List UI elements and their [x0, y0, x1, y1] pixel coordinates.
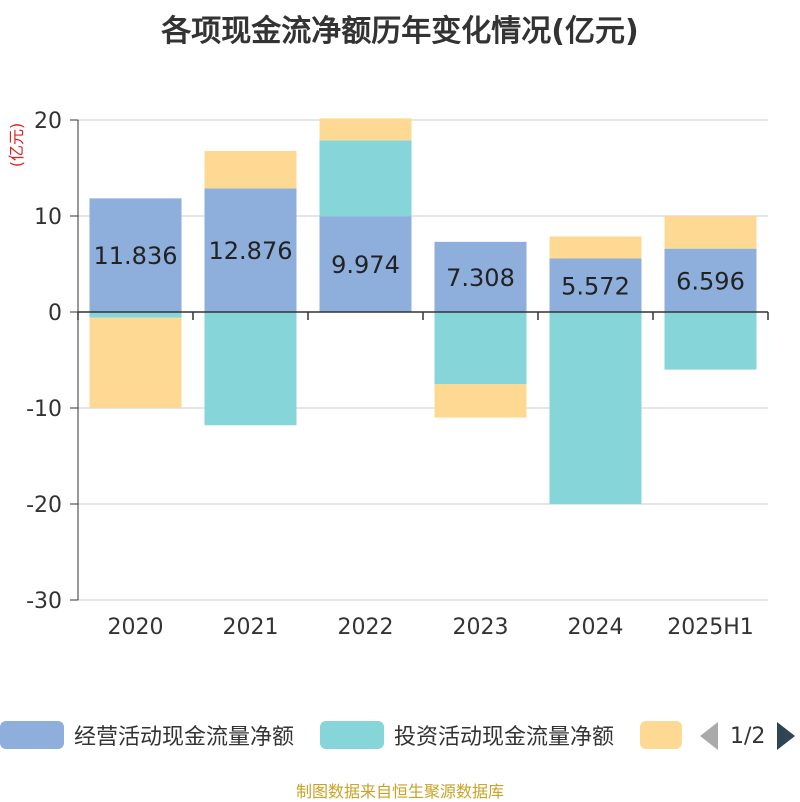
bar-operating-2025H1	[664, 248, 757, 312]
bar-third-2021	[204, 150, 297, 189]
legend-item-operating[interactable]: 经营活动现金流量净额	[0, 720, 294, 750]
bar-operating-2024	[549, 258, 642, 312]
y-tick-label: 10	[34, 205, 62, 230]
legend-page-indicator: 1/2	[730, 723, 766, 749]
bar-investing-2023	[434, 312, 527, 384]
bar-investing-2021	[204, 312, 297, 426]
data-label: 6.596	[676, 267, 745, 295]
bar-operating-2020	[89, 198, 182, 312]
legend-pager: 1/2	[700, 718, 796, 754]
y-tick-label: -30	[26, 589, 62, 614]
x-category-label: 2021	[223, 615, 279, 640]
legend-swatch-operating	[0, 721, 64, 749]
bar-operating-2021	[204, 188, 297, 312]
chart-area: 20 10 0 -10 -20 -30 (亿元) 11.836 12.876 9.974 7.308…	[7, 109, 769, 640]
legend-item-third[interactable]	[640, 720, 682, 750]
x-category-label: 2025H1	[667, 615, 754, 640]
bar-operating-2023	[434, 241, 527, 312]
x-category-label: 2020	[108, 615, 164, 640]
legend-item-investing[interactable]: 投资活动现金流量净额	[320, 720, 614, 750]
x-category-label: 2024	[568, 615, 624, 640]
bar-third-2025H1	[664, 216, 757, 249]
bar-investing-2024	[549, 312, 642, 504]
legend-swatch-investing	[320, 721, 384, 749]
data-label: 5.572	[561, 272, 630, 300]
y-axis-label: (亿元)	[7, 123, 26, 168]
bar-third-2022	[319, 118, 412, 141]
y-tick-label: 20	[34, 109, 62, 134]
bar-third-2023	[434, 384, 527, 418]
prev-page-icon[interactable]	[700, 722, 718, 750]
legend-label-investing: 投资活动现金流量净额	[394, 725, 615, 750]
data-label: 7.308	[446, 264, 515, 292]
bar-operating-2022	[319, 216, 412, 312]
data-label: 11.836	[94, 242, 178, 270]
data-label: 12.876	[209, 237, 293, 265]
y-tick-label: -20	[26, 493, 62, 518]
y-tick-label: 0	[48, 301, 62, 326]
legend-swatch-third	[640, 721, 682, 749]
x-category-label: 2023	[453, 615, 509, 640]
chart-title: 各项现金流净额历年变化情况(亿元)	[161, 14, 639, 49]
bar-third-2024	[549, 236, 642, 259]
bar-investing-2025H1	[664, 312, 757, 370]
source-footer: 制图数据来自恒生聚源数据库	[295, 782, 504, 801]
data-label: 9.974	[331, 251, 400, 279]
legend-label-operating: 经营活动现金流量净额	[74, 725, 295, 750]
x-category-label: 2022	[338, 615, 394, 640]
bar-third-2020	[89, 317, 182, 408]
next-page-icon[interactable]	[777, 722, 796, 750]
bar-investing-2020	[89, 312, 182, 318]
legend: 经营活动现金流量净额 投资活动现金流量净额 1/2	[0, 716, 800, 756]
y-tick-label: -10	[26, 397, 62, 422]
bar-investing-2022	[319, 140, 412, 217]
